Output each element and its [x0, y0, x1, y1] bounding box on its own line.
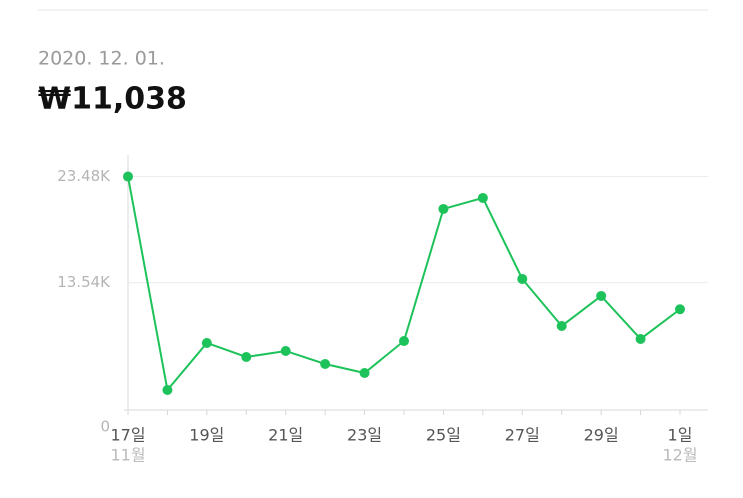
point: [201, 337, 212, 348]
point: [477, 192, 488, 203]
y-tick-label: 23.48K: [57, 167, 111, 185]
point: [359, 367, 370, 378]
x-tick-label: 29일: [584, 426, 619, 445]
point: [596, 290, 607, 301]
point: [241, 351, 252, 362]
point: [635, 333, 646, 344]
x-sublabel: 12월: [662, 446, 697, 465]
x-tick-label: 21일: [268, 426, 303, 445]
x-tick-label: 25일: [426, 426, 461, 445]
line: [127, 176, 681, 393]
x-tick-label: 19일: [189, 426, 224, 445]
point: [517, 273, 528, 284]
date: 2020. 12. 01.: [38, 48, 165, 70]
x-tick-label: 17일: [110, 426, 145, 445]
x-sublabel: 11월: [110, 446, 145, 465]
x-tick-label: 1일: [668, 426, 693, 445]
point: [123, 171, 133, 182]
point: [280, 345, 291, 356]
point: [438, 203, 449, 214]
point: [320, 358, 331, 369]
amount: ₩11,038: [38, 82, 187, 117]
point: [675, 304, 685, 315]
point: [162, 384, 173, 395]
point: [556, 320, 567, 331]
x-tick-label: 23일: [347, 426, 382, 445]
y-tick-label: 0: [100, 418, 110, 436]
point: [399, 335, 409, 346]
x-tick-label: 27일: [505, 426, 540, 445]
y-tick-label: 13.54K: [57, 273, 111, 291]
